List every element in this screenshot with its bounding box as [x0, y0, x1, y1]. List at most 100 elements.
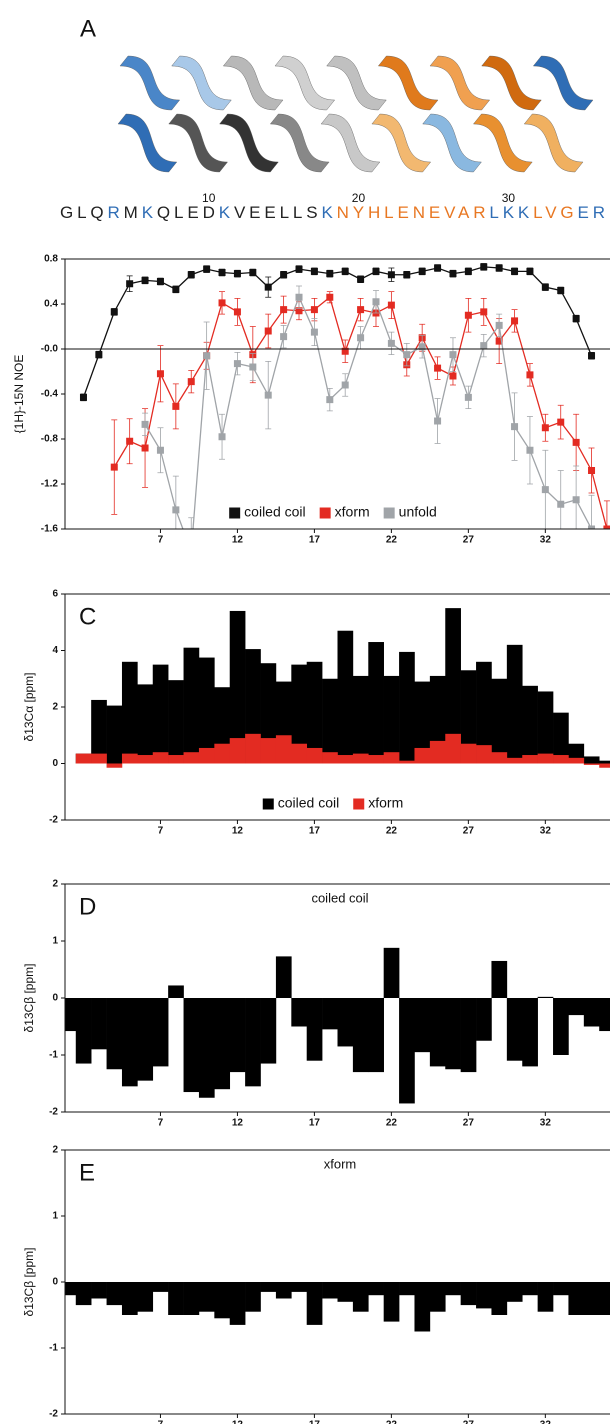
- point: [464, 311, 472, 319]
- point: [387, 339, 395, 347]
- bar: [121, 753, 138, 764]
- helix-structure: [117, 55, 594, 173]
- point: [449, 351, 457, 359]
- point: [495, 264, 503, 272]
- bar: [306, 998, 323, 1061]
- x-tick-label: 27: [463, 826, 475, 837]
- point: [387, 271, 395, 279]
- bar: [460, 743, 477, 764]
- point: [110, 308, 118, 316]
- panel-label: C: [79, 603, 96, 630]
- legend-label: xform: [335, 504, 370, 520]
- point: [218, 299, 226, 307]
- bar: [214, 743, 231, 764]
- bar: [229, 738, 246, 764]
- bar: [537, 691, 554, 764]
- x-tick-label: 27: [463, 535, 475, 546]
- y-axis-label: δ13Cβ [ppm]: [22, 964, 36, 1033]
- bar: [553, 755, 569, 764]
- point: [341, 347, 349, 355]
- point: [203, 265, 211, 273]
- plot-area: [65, 1282, 610, 1332]
- bar: [183, 752, 200, 764]
- bar: [260, 738, 277, 764]
- legend-swatch: [319, 507, 331, 519]
- point: [188, 548, 195, 555]
- series-line: [82, 266, 593, 398]
- bar: [399, 760, 415, 764]
- x-tick-label: 22: [386, 826, 398, 837]
- bar: [137, 755, 154, 764]
- helix-turn: [219, 113, 279, 173]
- point: [434, 264, 442, 272]
- plot-area: [79, 263, 610, 555]
- point: [218, 269, 226, 276]
- bar: [491, 1282, 508, 1315]
- bar: [368, 755, 384, 764]
- point: [295, 265, 303, 273]
- bar: [568, 998, 585, 1016]
- bar: [168, 680, 184, 764]
- axis-frame: [64, 258, 610, 530]
- x-tick-label: 7: [158, 535, 164, 546]
- bar: [445, 733, 461, 764]
- point: [172, 506, 180, 514]
- bar: [106, 705, 123, 764]
- bar: [291, 743, 308, 764]
- point: [310, 267, 318, 275]
- x-tick-label: 17: [309, 1420, 321, 1424]
- x-tick-label: 27: [463, 1118, 475, 1129]
- bar: [337, 755, 354, 764]
- point: [480, 308, 488, 316]
- helix-turn: [532, 55, 594, 111]
- x-tick-label: 7: [158, 1420, 164, 1424]
- bar: [245, 1282, 261, 1312]
- bar: [383, 675, 400, 764]
- bar: [121, 661, 138, 764]
- bar: [568, 1282, 585, 1315]
- point: [341, 267, 349, 275]
- panel-label: E: [79, 1159, 95, 1186]
- bar: [91, 1282, 107, 1299]
- bar: [553, 1282, 569, 1296]
- bar: [599, 1282, 610, 1315]
- y-tick-label: -0.4: [41, 389, 59, 400]
- point: [480, 342, 488, 350]
- residue-group: VEELLS: [234, 203, 318, 222]
- point: [372, 298, 380, 306]
- bar: [460, 1282, 477, 1306]
- bar: [583, 756, 600, 764]
- bar: [275, 735, 292, 764]
- bar: [383, 947, 400, 998]
- bar: [337, 998, 354, 1047]
- bar: [337, 1282, 354, 1302]
- y-tick-label: -2: [49, 1409, 58, 1420]
- bar: [460, 998, 477, 1073]
- y-tick-label: 0: [52, 993, 58, 1004]
- bar: [106, 1282, 123, 1306]
- legend-swatch: [262, 798, 274, 810]
- residue-group: K: [321, 203, 333, 222]
- x-tick-label: 17: [309, 535, 321, 546]
- residue-group: LKK: [489, 203, 530, 222]
- bar: [121, 1282, 138, 1315]
- legend-label: xform: [368, 795, 403, 811]
- point: [141, 444, 149, 452]
- panel-title: coiled coil: [311, 890, 368, 905]
- point: [511, 317, 519, 325]
- residue-group: GLQ: [60, 203, 104, 222]
- y-tick-label: 1: [52, 1211, 58, 1222]
- point: [280, 333, 288, 341]
- point: [326, 270, 334, 278]
- sequence-number: 30: [502, 191, 516, 205]
- bar: [168, 755, 184, 764]
- helix-turn: [168, 113, 228, 173]
- y-axis-label: δ13Cβ [ppm]: [22, 1248, 36, 1317]
- bar: [445, 608, 461, 764]
- helix-turn: [473, 113, 533, 173]
- bar: [152, 998, 169, 1067]
- point: [449, 270, 457, 278]
- bar: [445, 1282, 461, 1296]
- residue-group: K: [142, 203, 154, 222]
